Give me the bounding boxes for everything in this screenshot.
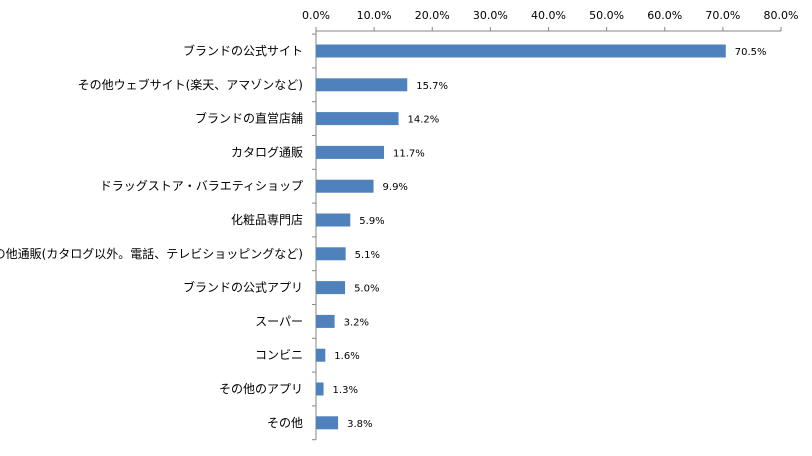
category-label: ブランドの公式サイト	[183, 43, 303, 58]
bar	[316, 416, 339, 430]
data-label: 11.7%	[393, 148, 425, 159]
category-label: その他のアプリ	[219, 382, 303, 396]
bar	[316, 145, 385, 159]
bar	[316, 179, 374, 193]
data-label: 1.6%	[334, 351, 359, 362]
category-label: カタログ通販	[231, 145, 303, 159]
data-label: 14.2%	[408, 115, 440, 126]
x-tick-label: 30.0%	[473, 9, 508, 22]
data-label: 70.5%	[735, 47, 767, 58]
category-label: ドラッグストア・バラエティショップ	[100, 179, 303, 193]
category-label: ブランドの直営店舗	[195, 111, 303, 126]
x-tick-label: 50.0%	[589, 9, 624, 22]
data-label: 1.3%	[333, 385, 358, 396]
data-label: 9.9%	[383, 182, 408, 193]
bar	[316, 281, 346, 295]
bar	[316, 348, 326, 362]
bar	[316, 78, 408, 92]
x-tick-label: 20.0%	[415, 9, 450, 22]
data-labels: 70.5% 15.7% 14.2% 11.7% 9.9% 5.9% 5.1% 5.0% 3.2%…	[333, 47, 767, 430]
x-tick-label: 40.0%	[531, 9, 566, 22]
bar	[316, 314, 335, 328]
data-label: 5.9%	[359, 216, 384, 227]
bar	[316, 382, 324, 396]
x-tick-label: 70.0%	[705, 9, 740, 22]
bar	[316, 112, 399, 126]
data-label: 15.7%	[416, 81, 448, 92]
bars	[316, 44, 726, 430]
bar	[316, 213, 351, 227]
category-label: スーパー	[255, 314, 303, 328]
x-tick-label: 80.0%	[764, 9, 799, 22]
data-label: 5.1%	[355, 250, 380, 261]
x-tick-label: 60.0%	[647, 9, 682, 22]
data-label: 5.0%	[354, 284, 379, 295]
category-label: コンビニ	[255, 348, 303, 362]
data-label: 3.2%	[344, 317, 369, 328]
category-label: その他	[267, 416, 303, 430]
x-tick-label: 10.0%	[357, 9, 392, 22]
category-label: 化粧品専門店	[231, 213, 303, 227]
x-axis: 0.0% 10.0% 20.0% 30.0% 40.0% 50.0% 60.0% 70.0% 8…	[302, 9, 799, 32]
data-label: 3.8%	[347, 419, 372, 430]
category-label: その他ウェブサイト(楽天、アマゾンなど)	[78, 77, 303, 92]
x-tick-label: 0.0%	[302, 9, 330, 22]
category-label: その他通販(カタログ以外。電話、テレビショッピングなど)	[0, 246, 303, 261]
category-label: ブランドの公式アプリ	[183, 280, 303, 295]
bar	[316, 44, 726, 58]
bar	[316, 247, 346, 261]
